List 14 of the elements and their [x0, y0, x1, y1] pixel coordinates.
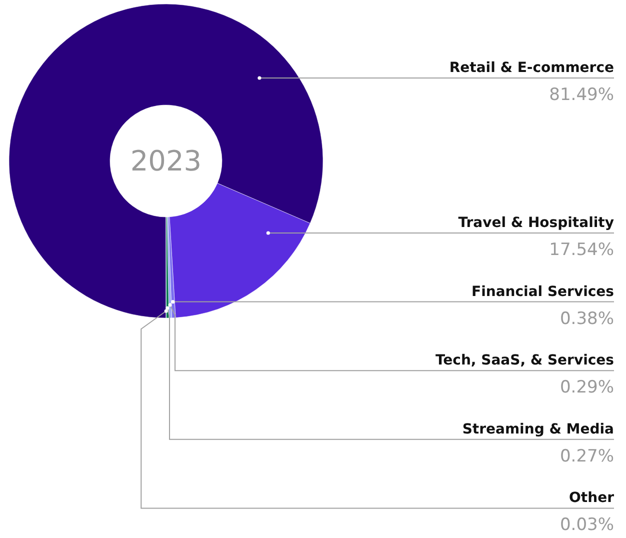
data-label: 0.03% [560, 515, 614, 536]
data-label: 17.54% [549, 240, 614, 260]
data-label: 0.27% [560, 446, 614, 466]
data-label: 0.38% [560, 308, 614, 329]
slice-label: Other [569, 490, 614, 506]
slice-label: Financial Services [472, 284, 614, 300]
data-label: 81.49% [549, 85, 614, 105]
slice-label: Travel & Hospitality [458, 215, 614, 231]
donut-slice [8, 4, 324, 318]
slice-label: Tech, SaaS, & Services [435, 352, 614, 369]
slice-label: Streaming & Media [462, 421, 614, 438]
slice-label: Retail & E-commerce [449, 60, 614, 76]
text: 2023 [130, 144, 202, 178]
data-label: 0.29% [560, 378, 614, 398]
